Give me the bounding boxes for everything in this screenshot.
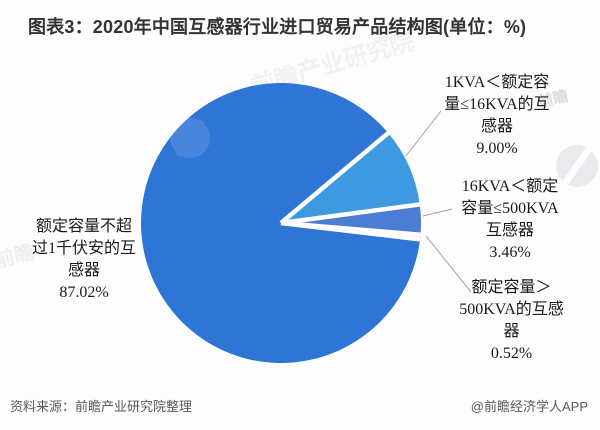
slice-label-text: 额定容量不超过1千伏安的互感器 (31, 218, 136, 279)
watermark-logo (170, 118, 210, 158)
slice-separator (280, 220, 421, 238)
pie-slice-2 (281, 204, 421, 235)
label-leader-line (425, 235, 472, 293)
slice-label-text: 16KVA＜额定容量≤500KVA互感器 (461, 178, 559, 239)
slice-label-16kva-500kva: 16KVA＜额定容量≤500KVA互感器 3.46% (455, 176, 565, 264)
watermark-logo (556, 145, 598, 187)
pie-slice-1 (281, 132, 420, 223)
slice-label-under-1kva: 额定容量不超过1千伏安的互感器 87.02% (30, 216, 138, 304)
slice-percent: 9.00% (476, 140, 518, 157)
label-leader-line (422, 208, 453, 217)
slice-percent: 0.52% (490, 345, 533, 362)
chart-title: 图表3：2020年中国互感器行业进口贸易产品结构图(单位：%) (28, 17, 527, 37)
source-note: 资料来源：前瞻产业研究院整理 (10, 399, 193, 414)
slice-label-over-500kva: 额定容量＞500KVA的互感器 0.52% (454, 277, 569, 365)
slice-separator (279, 131, 390, 225)
slice-label-text: 额定容量＞500KVA的互感器 (459, 279, 564, 340)
credit-note: @前瞻经济学人APP (470, 399, 588, 414)
pie-slice-0 (140, 83, 421, 364)
slice-percent: 87.02% (59, 284, 109, 301)
slice-percent: 3.46% (489, 244, 531, 261)
slice-label-text: 1KVA＜额定容量≤16KVA的互感器 (444, 74, 550, 135)
label-leader-line (405, 110, 442, 157)
slice-separator (280, 202, 421, 226)
slice-label-1kva-16kva: 1KVA＜额定容量≤16KVA的互感器 9.00% (437, 72, 557, 160)
